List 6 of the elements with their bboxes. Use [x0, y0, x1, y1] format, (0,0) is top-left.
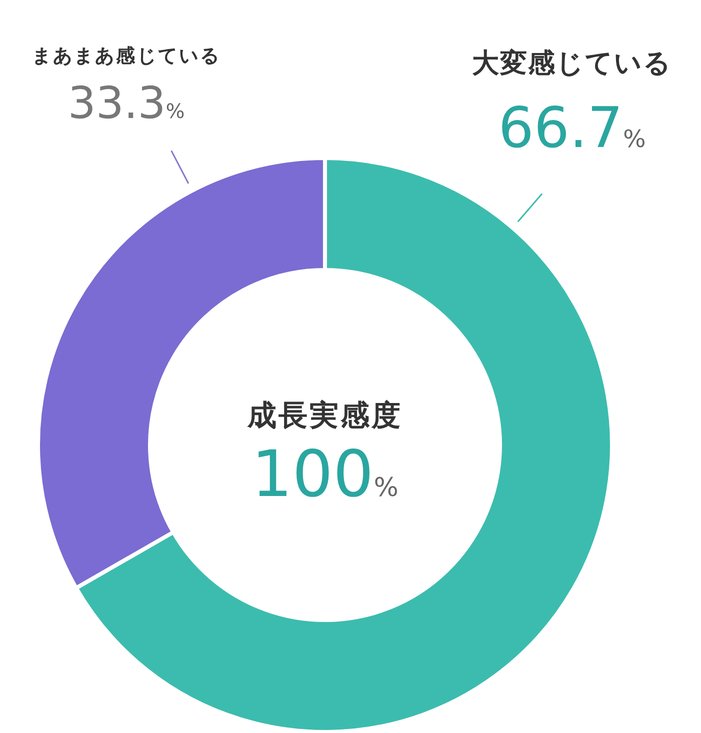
text: 100% [252, 438, 398, 512]
data-label: 33.3% [68, 78, 185, 129]
data-label: 66.7% [498, 96, 646, 161]
slice-label: 大変感じている [472, 48, 672, 79]
text: 成長実感度 [246, 398, 402, 432]
slice-label: まあまあ感じている [32, 45, 221, 67]
